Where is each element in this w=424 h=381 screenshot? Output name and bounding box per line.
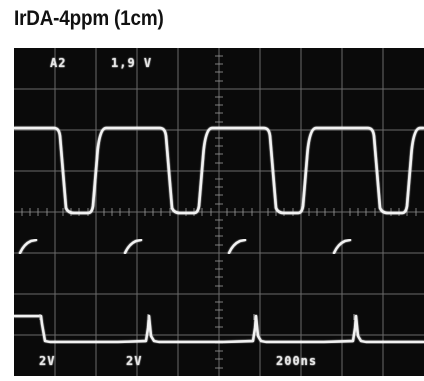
trace-signal-3 <box>14 314 424 344</box>
grid-lines <box>14 48 424 376</box>
time-per-div-label: 200ns <box>276 354 318 368</box>
figure-title: IrDA-4ppm (1cm) <box>14 7 164 30</box>
trace-signal-1 <box>14 126 424 215</box>
channel-1-scale: 2V <box>39 354 56 368</box>
trace-signal-2 <box>18 238 352 255</box>
trace-noise <box>39 314 355 320</box>
oscilloscope-graticule <box>14 48 424 376</box>
volts-per-div-label: 1,9 V <box>111 56 153 70</box>
channel-2-scale: 2V <box>126 354 143 368</box>
channel-label: A2 <box>50 56 67 70</box>
oscilloscope-screen: A2 1,9 V 2V 2V 200ns <box>14 48 424 376</box>
